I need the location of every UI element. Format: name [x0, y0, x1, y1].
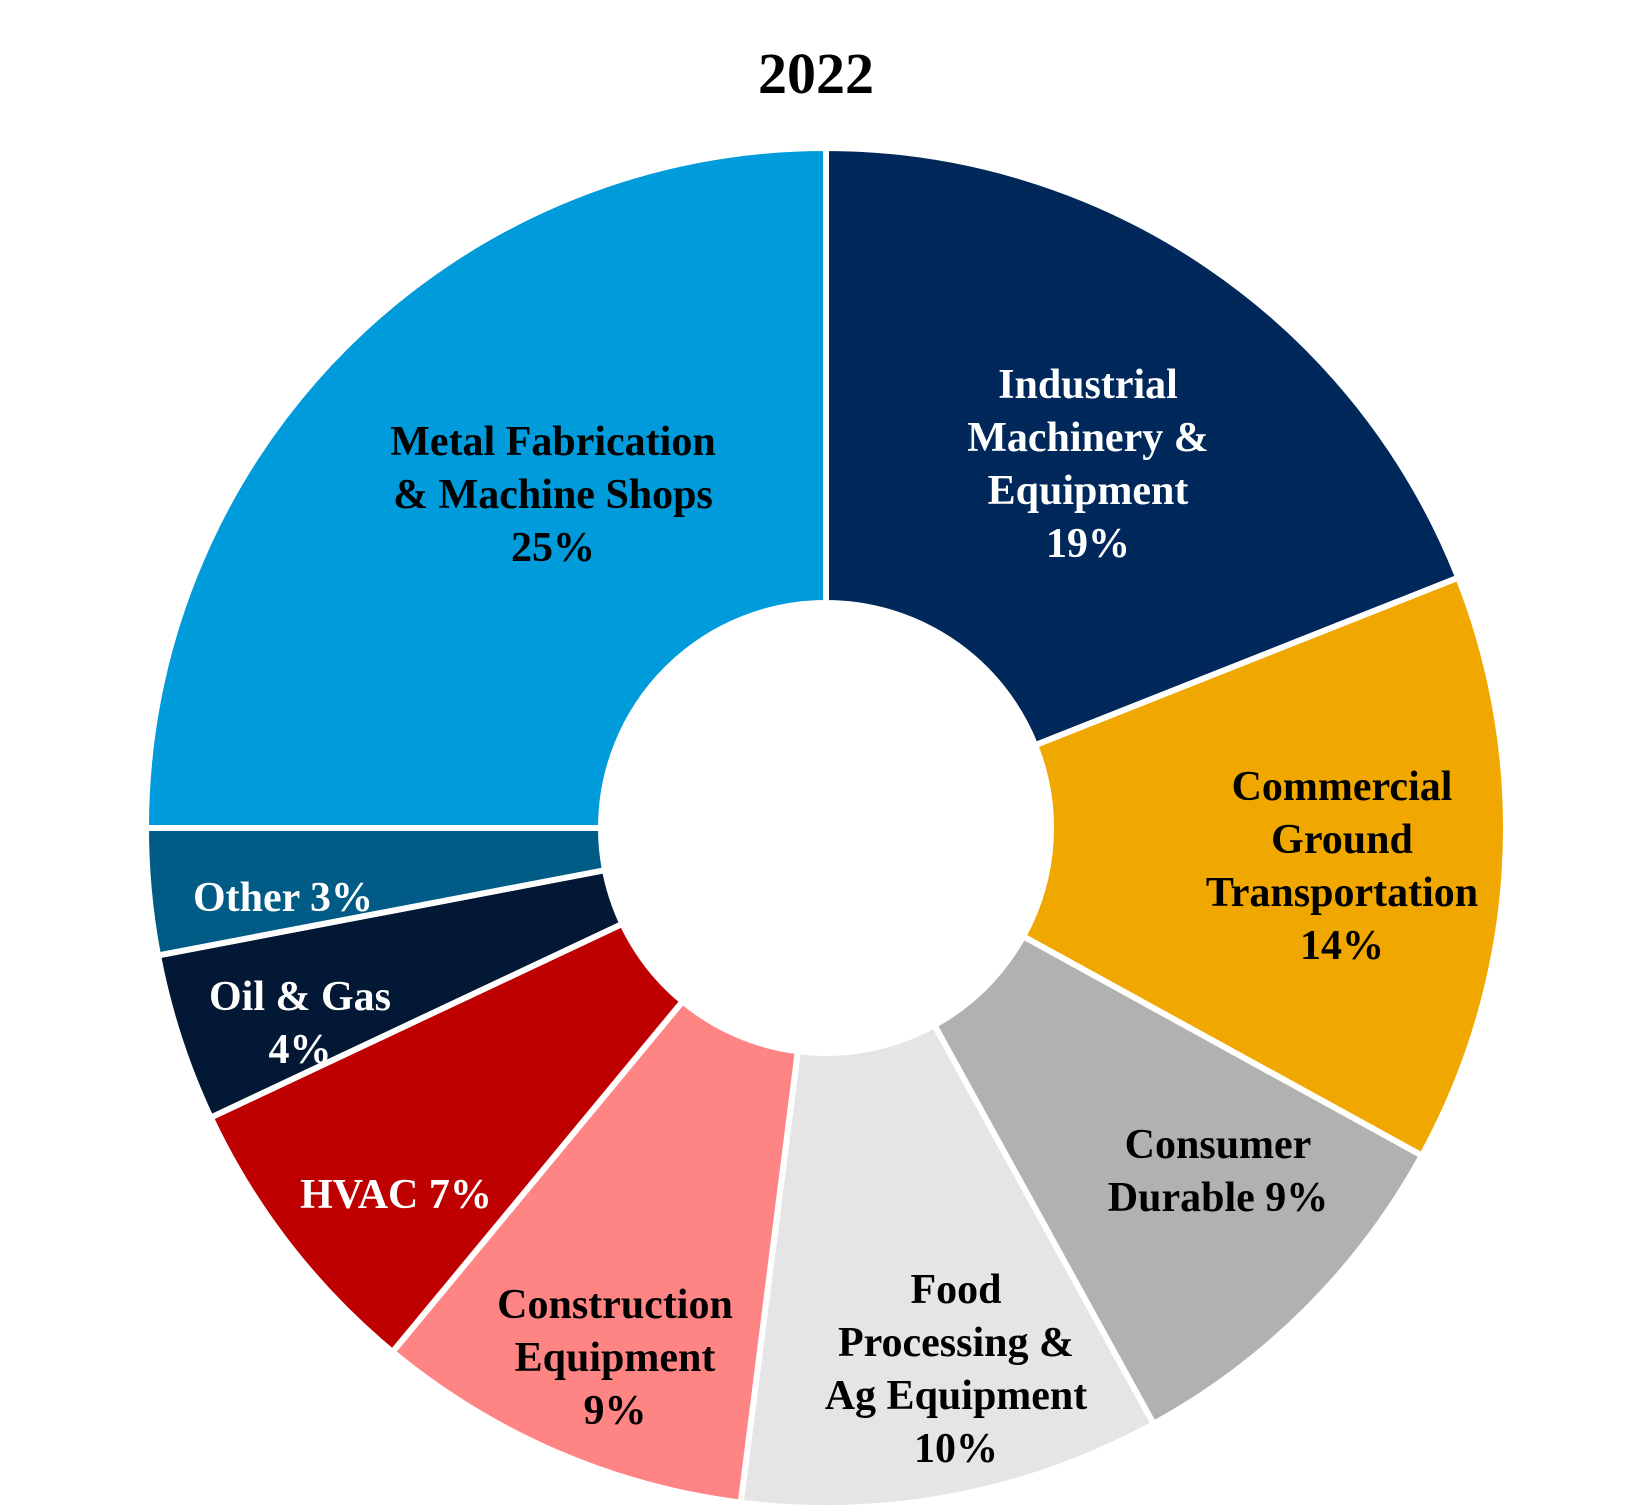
slice-label-line: Processing & — [838, 1320, 1074, 1366]
slice-label-line: Machinery & — [967, 415, 1208, 461]
chart-title: 2022 — [758, 41, 874, 106]
slice-label-line: Equipment — [515, 1335, 716, 1381]
slice-label: Construction Equipment 9% — [497, 1282, 733, 1434]
slice-label-line: Construction — [497, 1282, 733, 1328]
slice-industrial-machinery-equipment — [823, 144, 1463, 750]
slice-label-line: Durable 9% — [1108, 1175, 1329, 1221]
slice-label-line: 9% — [584, 1388, 647, 1434]
slice-label-line: HVAC 7% — [300, 1172, 492, 1218]
slice-label-line: Ag Equipment — [825, 1373, 1088, 1419]
slice-food-processing-ag-equipment — [737, 1021, 1158, 1512]
slice-label-line: 19% — [1046, 521, 1130, 567]
slice-label-line: 14% — [1300, 923, 1384, 969]
slice-label-line: 4% — [269, 1027, 332, 1073]
slice-label-line: 10% — [914, 1426, 998, 1472]
slice-label-line: 25% — [511, 525, 595, 571]
slice-label-line: Oil & Gas — [209, 974, 391, 1020]
slice-label-line: Commercial — [1232, 764, 1453, 810]
slice-label-line: Ground — [1271, 817, 1413, 863]
slice-label-line: Other 3% — [193, 875, 373, 921]
slice-hvac — [206, 919, 687, 1357]
slice-label-line: Industrial — [998, 362, 1178, 408]
slice-label: Industrial Machinery & Equipment 19% — [967, 362, 1208, 567]
labels-group: Industrial Machinery & Equipment 19% Commerc… — [193, 362, 1478, 1472]
slice-label: Metal Fabrication & Machine Shops 25% — [390, 419, 715, 571]
slice-label-line: Food — [910, 1267, 1001, 1313]
slice-label: Other 3% — [193, 875, 373, 921]
slice-construction-equipment — [388, 997, 802, 1506]
slice-label-line: Consumer — [1125, 1122, 1312, 1168]
slice-label-line: Transportation — [1206, 870, 1478, 916]
slice-label-line: Metal Fabrication — [390, 419, 715, 465]
slice-label: Food Processing & Ag Equipment 10% — [825, 1267, 1088, 1472]
slice-label-line: Equipment — [988, 468, 1189, 514]
slice-label: Commercial Ground Transportation 14% — [1206, 764, 1478, 969]
slice-label: Consumer Durable 9% — [1108, 1122, 1329, 1221]
slice-label: HVAC 7% — [300, 1172, 492, 1218]
slice-commercial-ground-transportation — [1019, 573, 1510, 1160]
slice-metal-fabrication-machine-shops — [142, 144, 829, 831]
slice-label-line: & Machine Shops — [393, 472, 713, 518]
slice-label: Oil & Gas 4% — [209, 974, 391, 1073]
slices-group — [142, 144, 1510, 1512]
slice-consumer-durable — [930, 932, 1426, 1428]
